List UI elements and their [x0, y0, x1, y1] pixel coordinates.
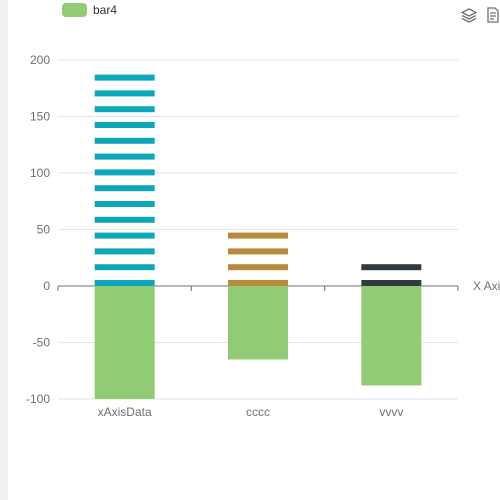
- legend-label: bar4: [93, 3, 118, 17]
- bar-stripe[interactable]: [361, 264, 422, 271]
- x-tick-label: xAxisData: [98, 405, 152, 419]
- bar-stripe[interactable]: [228, 264, 288, 271]
- data-view-icon[interactable]: [484, 6, 500, 24]
- bar-stripe[interactable]: [228, 248, 288, 255]
- bar-stripe[interactable]: [94, 201, 155, 207]
- bar-stripe[interactable]: [94, 137, 155, 144]
- bar-stripe[interactable]: [94, 264, 155, 271]
- y-tick-label: 200: [30, 53, 50, 67]
- y-tick-label: 0: [43, 279, 50, 293]
- bar-stripe[interactable]: [94, 74, 155, 81]
- x-tick-label: cccc: [246, 405, 270, 419]
- bar-stripe[interactable]: [94, 90, 155, 97]
- bar[interactable]: [361, 286, 422, 386]
- y-tick-label: 100: [30, 166, 50, 180]
- bar-stripe[interactable]: [228, 280, 288, 286]
- x-tick-label: vvvv: [379, 405, 403, 419]
- legend[interactable]: bar4: [62, 3, 117, 17]
- bar-stripe[interactable]: [94, 122, 155, 128]
- stack-icon[interactable]: [460, 6, 478, 24]
- bar[interactable]: [94, 286, 155, 399]
- bar-stripe[interactable]: [94, 169, 155, 176]
- y-tick-label: -100: [26, 392, 50, 406]
- bar[interactable]: [228, 286, 288, 360]
- legend-swatch: [62, 3, 87, 17]
- bar-stripe[interactable]: [94, 185, 155, 192]
- bar-stripe[interactable]: [94, 216, 155, 223]
- bar-stripe[interactable]: [361, 280, 422, 286]
- bar-stripe[interactable]: [94, 280, 155, 286]
- y-tick-label: 150: [30, 110, 50, 124]
- y-tick-label: 50: [37, 223, 51, 237]
- bar-stripe[interactable]: [94, 153, 155, 160]
- left-panel-strip: [0, 0, 8, 500]
- toolbox: [460, 6, 500, 24]
- y-tick-label: -50: [33, 336, 51, 350]
- bar-stripe[interactable]: [94, 106, 155, 113]
- x-axis-name: X Axis: [473, 279, 500, 293]
- bar-stripe[interactable]: [94, 232, 155, 239]
- bar-stripe[interactable]: [228, 232, 288, 239]
- bar-stripe[interactable]: [94, 248, 155, 255]
